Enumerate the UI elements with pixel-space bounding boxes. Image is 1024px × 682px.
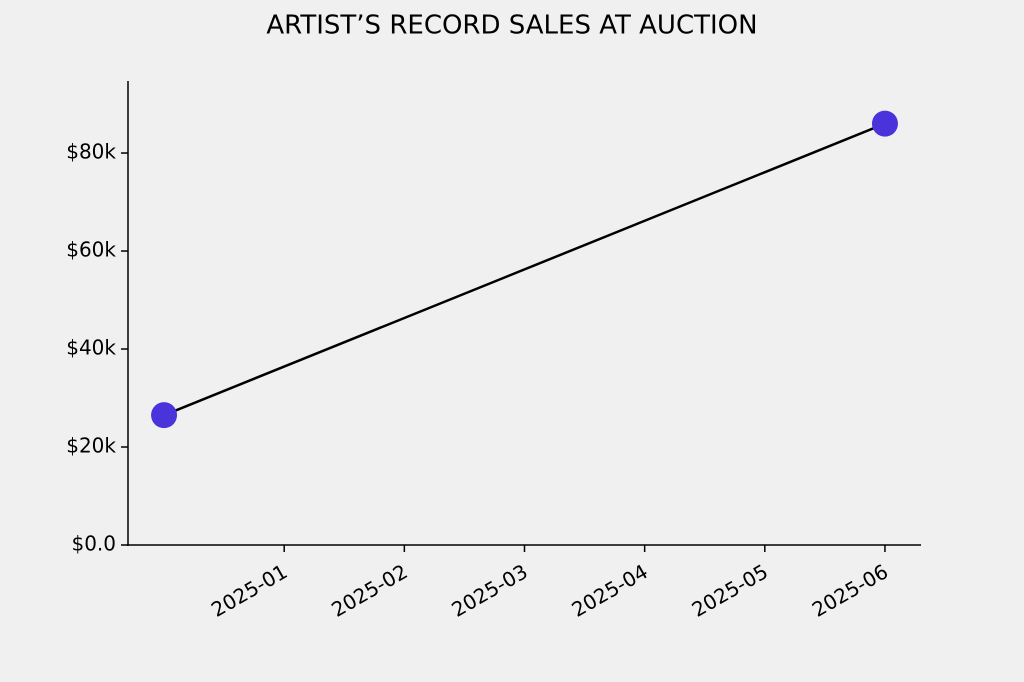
chart-title: ARTIST’S RECORD SALES AT AUCTION — [266, 11, 757, 41]
line — [163, 122, 886, 417]
y-tick-label: $40k — [66, 336, 116, 360]
y-tick-label: $60k — [66, 238, 116, 262]
y-tick-label: $0.0 — [71, 532, 116, 556]
point — [871, 110, 898, 137]
y-tick-label: $80k — [66, 140, 116, 164]
y-tick-label: $20k — [66, 434, 116, 458]
point — [151, 402, 178, 429]
